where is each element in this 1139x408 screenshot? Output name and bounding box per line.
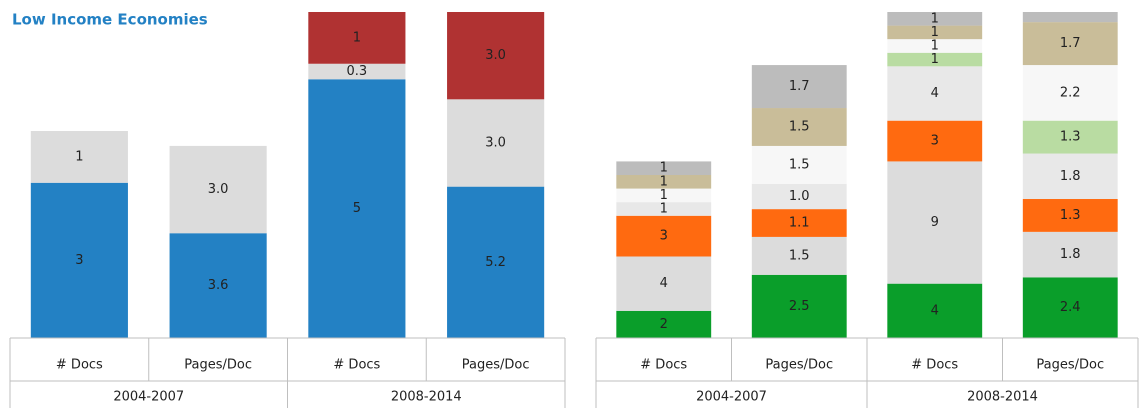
data-label: 4: [931, 86, 939, 101]
x-tick-label: # Docs: [911, 358, 958, 373]
bar-segment: [616, 188, 712, 203]
data-label: 3.0: [485, 48, 506, 63]
bar-segment: [887, 283, 983, 338]
bar-segment: [751, 236, 847, 275]
data-label: 1.7: [1060, 36, 1081, 51]
bar-segment: [887, 39, 983, 53]
bar-segment: [887, 12, 983, 26]
data-label: 1: [931, 11, 939, 26]
group-label: 2008-2014: [967, 390, 1038, 405]
x-tick-label: Pages/Doc: [1036, 358, 1104, 373]
bar-segment: [308, 79, 406, 339]
bar-segment: [1022, 12, 1118, 23]
data-label: 2: [660, 317, 668, 332]
data-label: 3: [660, 229, 668, 244]
bar-segment: [30, 131, 128, 183]
bar-segment: [1022, 231, 1118, 278]
bar-segment: [887, 66, 983, 121]
data-label: 5.2: [485, 255, 506, 270]
data-label: 1: [75, 149, 83, 164]
chart-title: Low Income Economies: [12, 11, 208, 29]
bar-segment: [616, 202, 712, 216]
x-tick-label: # Docs: [640, 358, 687, 373]
data-label: 1: [660, 174, 668, 189]
data-label: 1.3: [1060, 130, 1081, 145]
bar-segment: [1022, 153, 1118, 200]
data-label: 4: [931, 303, 939, 318]
x-tick-label: Pages/Doc: [765, 358, 833, 373]
data-label: 1.1: [789, 216, 810, 231]
data-label: 0.3: [347, 64, 368, 79]
bar-segment: [751, 209, 847, 237]
bar-segment: [751, 65, 847, 109]
bar-segment: [1022, 199, 1118, 232]
group-label: 2008-2014: [391, 390, 462, 405]
data-label: 3: [931, 134, 939, 149]
bar-segment: [1022, 65, 1118, 121]
data-label: 1: [931, 25, 939, 40]
bar-segment: [616, 310, 712, 338]
x-tick-label: # Docs: [56, 358, 103, 373]
data-label: 1.0: [789, 189, 810, 204]
bar-segment: [169, 233, 267, 338]
data-label: 1: [660, 188, 668, 203]
data-label: 3.0: [208, 182, 229, 197]
bar-segment: [887, 52, 983, 67]
data-label: 9: [931, 215, 939, 230]
data-label: 3: [75, 253, 83, 268]
x-tick-label: # Docs: [333, 358, 380, 373]
bar-segment: [1022, 120, 1118, 154]
bar-segment: [751, 108, 847, 146]
data-label: 1: [931, 52, 939, 67]
data-label: 1.8: [1060, 247, 1081, 262]
bar-segment: [616, 256, 712, 311]
data-label: 1.5: [789, 157, 810, 172]
bar-segment: [1022, 277, 1118, 338]
group-label: 2004-2007: [113, 390, 184, 405]
data-label: 1: [660, 161, 668, 176]
data-label: 2.4: [1060, 300, 1081, 315]
bar-segment: [751, 145, 847, 184]
bar-segment: [751, 274, 847, 338]
bar-segment: [447, 186, 545, 338]
bar-segment: [887, 120, 983, 162]
bar-segment: [447, 12, 545, 100]
bar-segment: [169, 145, 267, 234]
bar-segment: [751, 183, 847, 210]
group-label: 2004-2007: [696, 390, 767, 405]
data-label: 3.6: [208, 278, 229, 293]
x-tick-label: Pages/Doc: [462, 358, 530, 373]
data-label: 1: [931, 38, 939, 53]
bar-segment: [616, 175, 712, 189]
bar-segment: [447, 99, 545, 187]
data-label: 1.5: [789, 119, 810, 134]
bar-segment: [616, 161, 712, 175]
data-label: 1.5: [789, 248, 810, 263]
data-label: 1.7: [789, 79, 810, 94]
data-label: 3.0: [485, 135, 506, 150]
data-label: 2.5: [789, 299, 810, 314]
data-label: 1: [353, 30, 361, 45]
bar-segment: [1022, 22, 1118, 66]
bar-segment: [887, 25, 983, 40]
bar-segment: [887, 161, 983, 284]
data-label: 1: [660, 201, 668, 216]
bar-segment: [308, 63, 406, 80]
bar-segment: [30, 182, 128, 338]
data-label: 1.3: [1060, 208, 1081, 223]
data-label: 4: [660, 276, 668, 291]
data-label: 5: [353, 201, 361, 216]
bar-segment: [616, 215, 712, 257]
x-tick-label: Pages/Doc: [184, 358, 252, 373]
bar-segment: [308, 12, 406, 64]
data-label: 1.8: [1060, 169, 1081, 184]
data-label: 2.2: [1060, 85, 1081, 100]
